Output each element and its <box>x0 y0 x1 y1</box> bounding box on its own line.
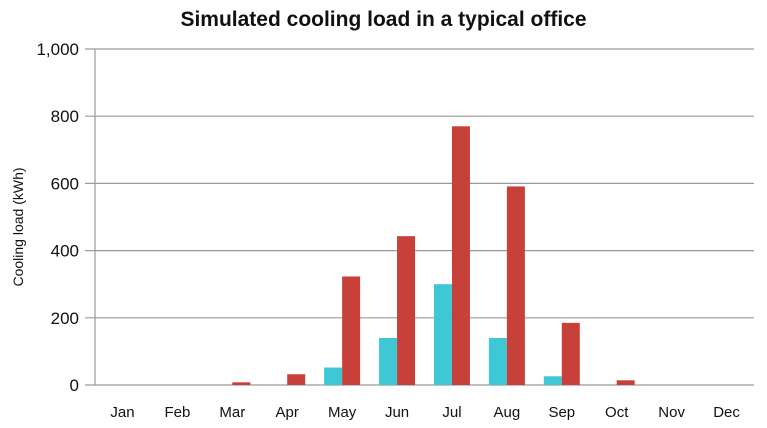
bar-jul-series-1 <box>433 284 452 385</box>
bar-apr-series-2 <box>287 374 306 385</box>
bar-mar-series-2 <box>232 382 251 385</box>
x-tick-label: May <box>328 404 357 421</box>
x-axis-labels: Jan Feb Mar Apr May Jun Jul Aug Sep Oct Nov Dec <box>110 404 740 421</box>
x-tick-label: Apr <box>276 404 299 421</box>
bar-sep-series-2 <box>561 322 580 385</box>
bar-aug-series-1 <box>488 337 507 385</box>
bar-jul-series-2 <box>451 126 470 385</box>
bar-sep-series-1 <box>543 376 562 385</box>
x-tick-label: Dec <box>713 404 740 421</box>
y-tick-label: 200 <box>51 309 79 328</box>
y-tick-label: 600 <box>51 174 79 193</box>
gridlines <box>85 48 754 386</box>
bar-jun-series-1 <box>379 337 398 385</box>
bar-oct-series-2 <box>616 380 635 385</box>
y-axis-title: Cooling load (kWh) <box>10 167 26 286</box>
x-tick-label: Oct <box>605 404 629 421</box>
x-tick-label: Jul <box>442 404 461 421</box>
x-tick-label: Feb <box>164 404 190 421</box>
x-tick-label: Nov <box>658 404 685 421</box>
y-tick-label: 0 <box>70 376 79 395</box>
y-axis-ticks: 0 200 400 600 800 1,000 <box>36 40 79 395</box>
chart-title: Simulated cooling load in a typical offi… <box>180 8 587 31</box>
x-tick-label: Aug <box>494 404 521 421</box>
y-tick-label: 800 <box>51 107 79 126</box>
x-tick-label: Mar <box>219 404 245 421</box>
bars <box>232 126 635 385</box>
bar-may-series-2 <box>342 276 361 385</box>
bar-jun-series-2 <box>397 236 416 385</box>
x-tick-label: Jun <box>385 404 409 421</box>
y-tick-label: 1,000 <box>36 40 79 59</box>
x-tick-label: Jan <box>110 404 134 421</box>
y-tick-label: 400 <box>51 242 79 261</box>
x-tick-label: Sep <box>548 404 575 421</box>
bar-may-series-1 <box>324 367 343 385</box>
bar-aug-series-2 <box>506 186 525 385</box>
